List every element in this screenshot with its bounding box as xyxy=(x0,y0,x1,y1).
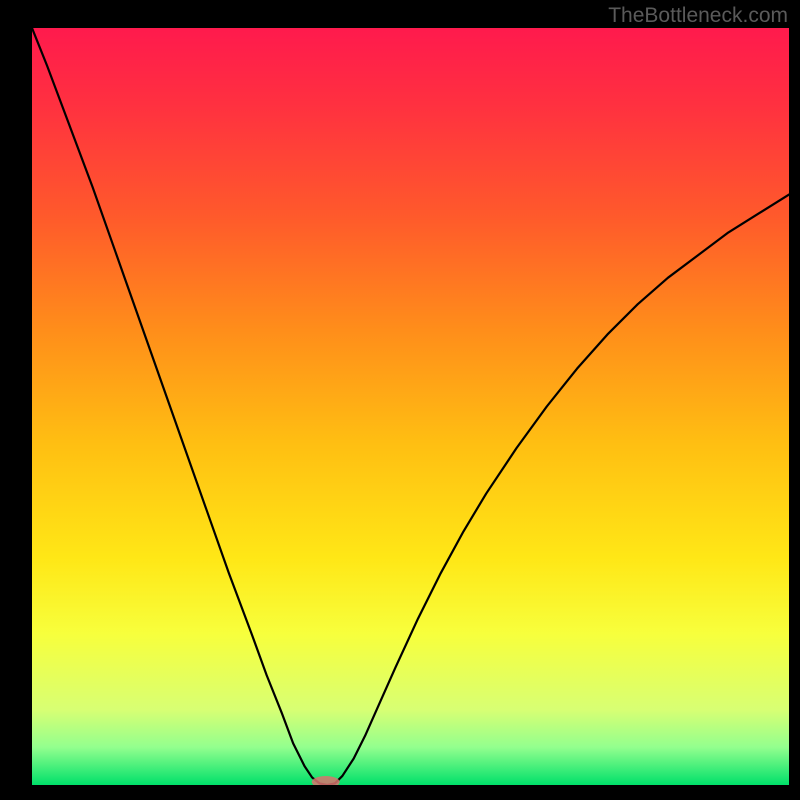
bottleneck-chart-svg xyxy=(32,28,789,785)
gradient-background xyxy=(32,28,789,785)
chart-frame: TheBottleneck.com xyxy=(0,0,800,800)
plot-area xyxy=(32,28,789,785)
watermark-text: TheBottleneck.com xyxy=(608,4,788,28)
